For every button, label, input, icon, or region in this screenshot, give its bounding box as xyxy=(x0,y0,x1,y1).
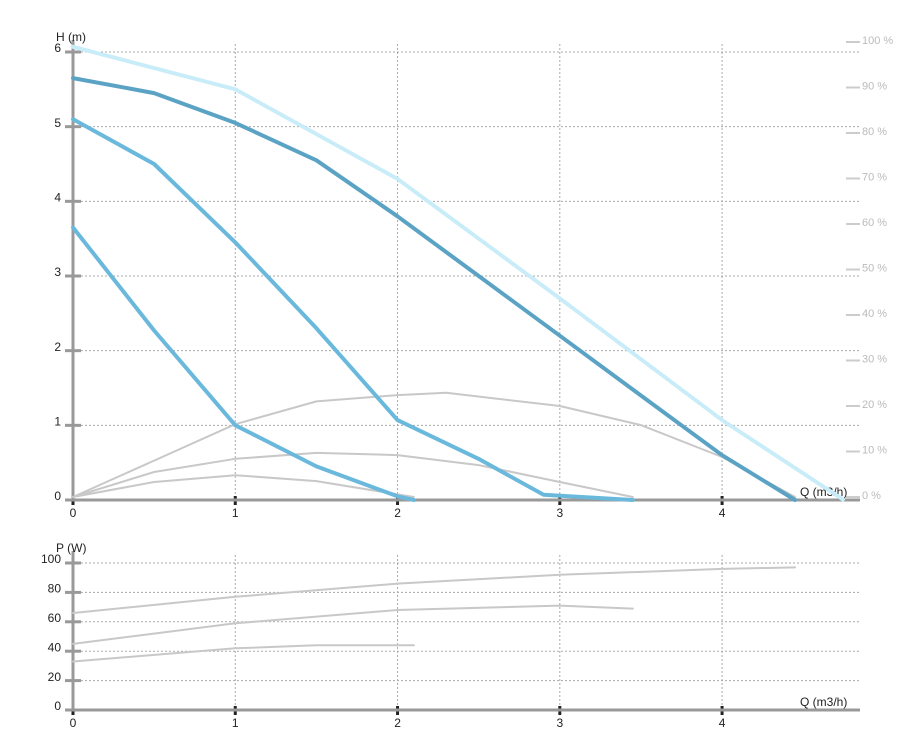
y2-tick-label: 100 % xyxy=(862,35,893,47)
x-tick-label: 2 xyxy=(394,506,401,520)
y-tick-label: 3 xyxy=(54,265,61,279)
y-tick-label: 60 xyxy=(48,611,62,625)
y2-tick-label: 90 % xyxy=(862,80,887,92)
curve xyxy=(71,76,798,502)
y2-tick-label: 60 % xyxy=(862,217,887,229)
x-tick-label: 4 xyxy=(719,506,726,520)
curve xyxy=(71,225,416,502)
x-tick-label: 4 xyxy=(719,716,726,730)
y2-tick-label: 50 % xyxy=(862,262,887,274)
y-tick-label: 5 xyxy=(54,116,61,130)
curve xyxy=(72,604,634,645)
curve xyxy=(71,117,635,502)
y2-tick-label: 20 % xyxy=(862,399,887,411)
y-tick-label: 6 xyxy=(54,41,61,55)
curve xyxy=(72,566,797,614)
x-axis-label: Q (m3/h) xyxy=(800,695,847,709)
curve xyxy=(72,451,634,498)
y2-tick-label: 10 % xyxy=(862,444,887,456)
curve xyxy=(72,644,415,663)
y2-tick-label: 80 % xyxy=(862,126,887,138)
y-tick-label: 100 xyxy=(41,552,61,566)
y-tick-label: 40 xyxy=(48,640,62,654)
y-tick-label: 20 xyxy=(48,670,62,684)
curve xyxy=(71,44,846,502)
y-tick-label: 0 xyxy=(54,489,61,503)
x-tick-label: 0 xyxy=(70,716,77,730)
x-tick-label: 3 xyxy=(556,506,563,520)
x-tick-label: 0 xyxy=(70,506,77,520)
x-tick-label: 3 xyxy=(556,716,563,730)
y2-tick-label: 30 % xyxy=(862,353,887,365)
curve xyxy=(72,391,797,498)
y-axis-label: H (m) xyxy=(56,30,86,44)
curve xyxy=(72,474,415,498)
y2-tick-label: 40 % xyxy=(862,308,887,320)
x-tick-label: 1 xyxy=(232,506,239,520)
y-tick-label: 0 xyxy=(54,699,61,713)
y2-tick-label: 70 % xyxy=(862,171,887,183)
y-tick-label: 4 xyxy=(54,191,61,205)
y2-tick-label: 0 % xyxy=(862,490,881,502)
x-tick-label: 1 xyxy=(232,716,239,730)
x-tick-label: 2 xyxy=(394,716,401,730)
y-axis-label: P (W) xyxy=(56,541,86,555)
y-tick-label: 2 xyxy=(54,340,61,354)
y-tick-label: 1 xyxy=(54,415,61,429)
y-tick-label: 80 xyxy=(48,582,62,596)
